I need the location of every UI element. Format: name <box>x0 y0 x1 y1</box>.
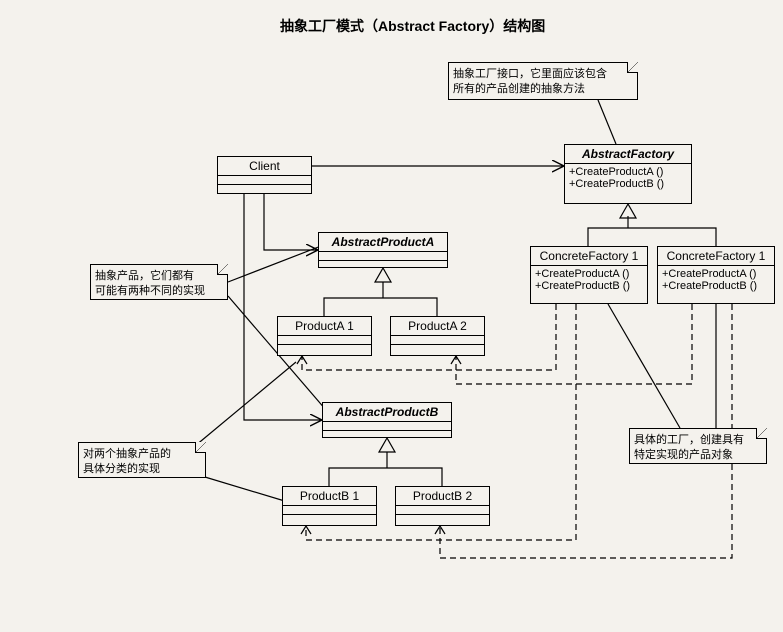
class-client: Client <box>217 156 312 194</box>
class-attrs <box>319 252 447 261</box>
note-line: 对两个抽象产品的 <box>83 448 171 460</box>
class-abstract-product-a: AbstractProductA <box>318 232 448 268</box>
note-concrete-factory: 具体的工厂，创建具有 特定实现的产品对象 <box>629 428 767 464</box>
op: +CreateProductB () <box>662 280 770 292</box>
note-concrete-products: 对两个抽象产品的 具体分类的实现 <box>78 442 206 478</box>
class-product-a1: ProductA 1 <box>277 316 372 356</box>
note-abstract-product: 抽象产品，它们都有 可能有两种不同的实现 <box>90 264 228 300</box>
class-name: ProductB 1 <box>283 487 376 506</box>
class-name: ConcreteFactory 1 <box>531 247 647 266</box>
class-name: ProductA 1 <box>278 317 371 336</box>
op: +CreateProductA () <box>569 166 687 178</box>
note-line: 所有的产品创建的抽象方法 <box>453 83 585 95</box>
class-name: ProductB 2 <box>396 487 489 506</box>
class-name: AbstractFactory <box>565 145 691 164</box>
class-name: ProductA 2 <box>391 317 484 336</box>
class-concrete-factory-1: ConcreteFactory 1 +CreateProductA () +Cr… <box>530 246 648 304</box>
op: +CreateProductA () <box>535 268 643 280</box>
class-attrs <box>323 422 451 431</box>
class-product-b2: ProductB 2 <box>395 486 490 526</box>
note-abstract-factory: 抽象工厂接口，它里面应该包含 所有的产品创建的抽象方法 <box>448 62 638 100</box>
class-product-a2: ProductA 2 <box>390 316 485 356</box>
class-attrs <box>283 506 376 515</box>
op: +CreateProductB () <box>569 178 687 190</box>
note-line: 具体分类的实现 <box>83 463 160 475</box>
class-attrs <box>396 506 489 515</box>
class-attrs <box>391 336 484 345</box>
class-name: AbstractProductB <box>323 403 451 422</box>
class-product-b1: ProductB 1 <box>282 486 377 526</box>
class-ops: +CreateProductA () +CreateProductB () <box>531 266 647 294</box>
class-attrs <box>218 176 311 185</box>
note-line: 抽象产品，它们都有 <box>95 270 194 282</box>
class-attrs <box>278 336 371 345</box>
note-line: 抽象工厂接口，它里面应该包含 <box>453 68 607 80</box>
class-concrete-factory-2: ConcreteFactory 1 +CreateProductA () +Cr… <box>657 246 775 304</box>
note-line: 特定实现的产品对象 <box>634 449 733 461</box>
class-name: AbstractProductA <box>319 233 447 252</box>
diagram-canvas: 抽象工厂模式（Abstract Factory）结构图 Client Abstr… <box>0 0 783 632</box>
class-ops: +CreateProductA () +CreateProductB () <box>565 164 691 192</box>
class-ops: +CreateProductA () +CreateProductB () <box>658 266 774 294</box>
class-name: Client <box>218 157 311 176</box>
op: +CreateProductB () <box>535 280 643 292</box>
note-line: 可能有两种不同的实现 <box>95 285 205 297</box>
op: +CreateProductA () <box>662 268 770 280</box>
class-name: ConcreteFactory 1 <box>658 247 774 266</box>
class-abstract-product-b: AbstractProductB <box>322 402 452 438</box>
note-line: 具体的工厂，创建具有 <box>634 434 744 446</box>
class-abstract-factory: AbstractFactory +CreateProductA () +Crea… <box>564 144 692 204</box>
